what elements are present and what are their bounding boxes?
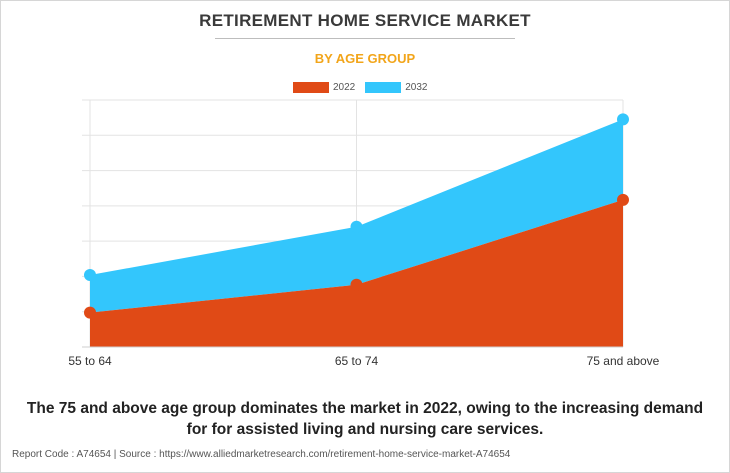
axis-layer: 55 to 64 65 to 74 75 and above bbox=[68, 346, 660, 368]
x-tick-label: 55 to 64 bbox=[68, 354, 112, 368]
title-divider bbox=[215, 38, 515, 39]
area-series-2032 bbox=[90, 119, 623, 313]
legend-item-2032[interactable]: 2032 bbox=[365, 81, 428, 93]
legend-swatch-2032 bbox=[365, 81, 402, 93]
point-2022-2 bbox=[617, 193, 629, 206]
point-2032-0 bbox=[84, 269, 96, 282]
chart-caption: The 75 and above age group dominates the… bbox=[0, 398, 730, 440]
x-tick-label: 65 to 74 bbox=[335, 354, 379, 368]
caption-line-2: for for assisted living and nursing care… bbox=[186, 421, 544, 438]
point-layer bbox=[84, 113, 629, 319]
chart-subtitle: BY AGE GROUP bbox=[314, 51, 416, 66]
report-source: Report Code : A74654 | Source : https://… bbox=[12, 449, 511, 460]
point-2032-1 bbox=[350, 220, 363, 233]
legend-swatch-2022 bbox=[293, 81, 329, 93]
area-series-2022 bbox=[90, 199, 623, 347]
x-tick-label: 75 and above bbox=[587, 354, 660, 368]
caption-line-1: The 75 and above age group dominates the… bbox=[26, 400, 704, 417]
legend: 2022 2032 bbox=[293, 80, 438, 94]
point-2022-1 bbox=[350, 278, 363, 291]
point-2032-2 bbox=[617, 113, 629, 126]
area-layer bbox=[90, 119, 623, 347]
legend-label-2032: 2032 bbox=[405, 81, 428, 93]
chart-title: RETIREMENT HOME SERVICE MARKET bbox=[199, 11, 531, 30]
point-2022-0 bbox=[84, 306, 96, 319]
legend-label-2022: 2022 bbox=[333, 81, 356, 93]
legend-item-2022[interactable]: 2022 bbox=[293, 81, 356, 93]
